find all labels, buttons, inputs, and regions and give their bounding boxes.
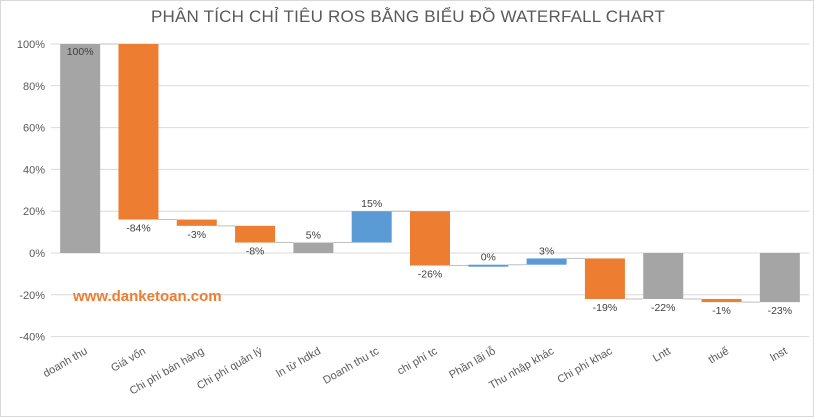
x-tick-label: Phần lãi lỗ — [447, 344, 498, 381]
y-tick-label: -40% — [19, 332, 45, 344]
bar-6 — [351, 211, 392, 243]
x-tick-label: Chi phí quản lý — [195, 345, 265, 392]
x-tick-label: Chi phí khac — [555, 345, 614, 386]
x-tick-label: Giá vốn — [109, 345, 148, 374]
data-label: -3% — [187, 229, 206, 241]
y-tick-label: 40% — [23, 164, 45, 176]
bar-1 — [60, 44, 101, 253]
bar-7 — [410, 211, 450, 266]
bar-8 — [468, 264, 509, 267]
data-label: 100% — [67, 46, 94, 58]
data-label: -19% — [593, 302, 618, 314]
data-label: -1% — [712, 305, 731, 317]
y-tick-label: 20% — [23, 206, 45, 218]
bar-5 — [293, 242, 334, 253]
x-tick-label: lnst — [769, 345, 790, 364]
bar-3 — [176, 219, 217, 226]
data-label: 3% — [539, 245, 554, 257]
data-label: -26% — [418, 269, 443, 281]
x-tick-label: Doanh thu tc — [321, 345, 381, 387]
x-tick-label: ln từ hdkd — [274, 345, 322, 380]
bar-4 — [235, 225, 276, 243]
chart-title: PHÂN TÍCH CHỈ TIÊU ROS BẰNG BIỂU ĐỒ WATE… — [151, 7, 665, 26]
bar-10 — [584, 258, 625, 299]
x-tick-label: chi phí tc — [395, 345, 440, 378]
y-tick-label: 100% — [17, 39, 45, 51]
y-tick-label: 60% — [23, 123, 45, 135]
data-label: 15% — [361, 198, 382, 210]
data-label: -23% — [768, 305, 793, 317]
x-tick-label: Lntt — [651, 345, 673, 365]
bar-2 — [118, 44, 159, 220]
bar-12 — [701, 298, 742, 303]
watermark-text: www.danketoan.com — [73, 288, 222, 305]
data-label: 5% — [306, 230, 321, 242]
data-label: -22% — [651, 302, 676, 314]
bar-13 — [759, 253, 800, 303]
y-tick-label: 80% — [23, 81, 45, 93]
bar-9 — [526, 258, 567, 265]
x-tick-label: thuế — [706, 345, 731, 366]
y-tick-label: -20% — [19, 290, 45, 302]
x-tick-label: Thu nhập khác — [487, 345, 556, 392]
data-label: 0% — [481, 252, 496, 264]
bar-11 — [643, 253, 684, 299]
x-tick-label: doanh thu — [41, 345, 89, 380]
data-label: -8% — [246, 246, 265, 258]
y-tick-label: 0% — [29, 248, 45, 260]
data-label: -84% — [126, 223, 151, 235]
